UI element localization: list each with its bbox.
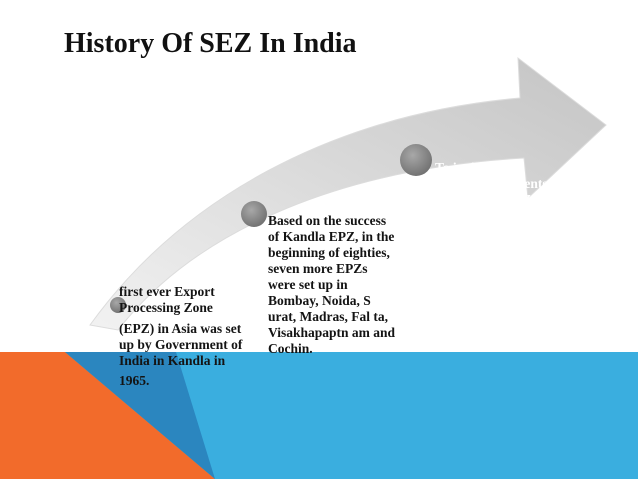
stage-1-line-1: first ever Export Processing Zone bbox=[119, 284, 215, 315]
slide-title: History Of SEZ In India bbox=[64, 28, 357, 59]
timeline-stage-3-text: To invite larger foreign investments in … bbox=[435, 160, 563, 320]
timeline-node-1 bbox=[110, 297, 126, 313]
orange-band bbox=[0, 352, 215, 479]
band-dark-triangle bbox=[65, 352, 215, 479]
growth-arrow bbox=[89, 56, 607, 331]
stage-2-line-1: Based on the success of Kandla EPZ, in t… bbox=[268, 213, 396, 356]
timeline-stage-1-text: first ever Export Processing Zone (EPZ) … bbox=[119, 284, 247, 389]
stage-1-line-3: 1965. bbox=[119, 373, 150, 388]
timeline-node-3 bbox=[400, 144, 432, 176]
stage-3-line-1: To invite larger foreign investments in … bbox=[435, 160, 563, 319]
stage-1-line-2: (EPZ) in Asia was set up by Government o… bbox=[119, 321, 243, 368]
timeline-node-2 bbox=[241, 201, 267, 227]
timeline-stage-2-text: Based on the success of Kandla EPZ, in t… bbox=[268, 213, 396, 357]
